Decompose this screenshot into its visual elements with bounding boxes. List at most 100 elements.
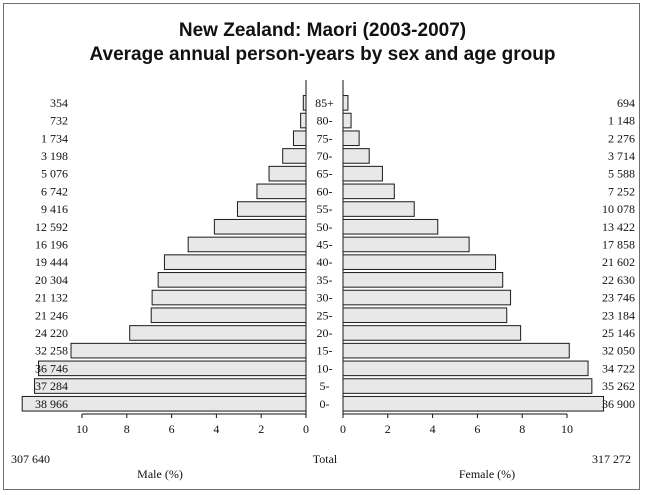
male-count-label: 21 132 — [35, 291, 68, 305]
age-group-label: 65- — [317, 167, 333, 181]
male-count-label: 6 742 — [41, 184, 68, 198]
female-bar — [342, 325, 522, 341]
female-x-tick-label: 10 — [561, 422, 573, 436]
female-bar — [342, 165, 383, 182]
female-bar — [342, 183, 395, 200]
male-axis-label: Male (%) — [137, 467, 183, 481]
male-count-label: 37 284 — [35, 379, 68, 393]
male-x-tick-label: 2 — [258, 422, 264, 436]
age-group-label: 0- — [320, 397, 330, 411]
female-count-label: 32 050 — [602, 344, 635, 358]
female-count-label: 22 630 — [602, 273, 635, 287]
female-count-label: 13 422 — [602, 220, 635, 234]
male-bar — [282, 148, 307, 164]
female-bars — [342, 95, 605, 412]
x-ticks: 10 10 8 8 6 6 4 4 2 2 0 0 — [76, 414, 573, 436]
chart-title: New Zealand: Maori (2003-2007) — [178, 20, 467, 41]
male-count-label: 12 592 — [35, 220, 68, 234]
age-group-label: 45- — [317, 237, 333, 251]
chart-subtitle: Average annual person-years by sex and a… — [89, 44, 556, 65]
age-group-label: 40- — [317, 255, 333, 269]
female-bar — [342, 289, 512, 306]
age-group-label: 60- — [317, 184, 333, 198]
female-count-label: 21 602 — [602, 255, 635, 269]
age-group-label: 55- — [317, 202, 333, 216]
male-bar — [256, 183, 307, 200]
male-count-label: 732 — [50, 114, 68, 128]
age-group-label: 5- — [320, 379, 330, 393]
male-count-label: 16 196 — [35, 237, 68, 251]
male-bar — [34, 378, 307, 394]
age-group-label: 10- — [317, 361, 333, 375]
male-count-label: 21 246 — [35, 308, 68, 322]
female-axis-label: Female (%) — [459, 467, 515, 481]
male-total: 307 640 — [11, 452, 50, 466]
male-count-label: 36 746 — [35, 361, 68, 375]
female-bar — [342, 254, 497, 270]
female-count-label: 25 146 — [602, 326, 635, 340]
male-count-label: 5 076 — [41, 167, 68, 181]
female-bar — [342, 395, 605, 412]
female-count-label: 34 722 — [602, 361, 635, 375]
female-bar — [342, 95, 349, 111]
count-labels: 354 694 732 1 148 1 734 2 276 3 198 3 714 5 076 5… — [35, 96, 635, 411]
female-total: 317 272 — [592, 452, 631, 466]
female-count-label: 23 184 — [602, 308, 635, 322]
male-bar — [236, 201, 307, 217]
age-group-label: 30- — [317, 291, 333, 305]
male-x-tick-label: 8 — [124, 422, 130, 436]
age-group-label: 70- — [317, 149, 333, 163]
female-count-label: 23 746 — [602, 291, 635, 305]
male-x-tick-label: 4 — [213, 422, 219, 436]
female-count-label: 694 — [617, 96, 635, 110]
female-x-tick-label: 6 — [474, 422, 480, 436]
female-bar — [342, 112, 352, 129]
male-bar — [302, 95, 307, 111]
female-bar — [342, 201, 415, 217]
age-group-label: 80- — [317, 114, 333, 128]
female-bar — [342, 378, 593, 394]
female-x-tick-label: 0 — [340, 422, 346, 436]
female-count-label: 17 858 — [602, 237, 635, 251]
male-count-label: 19 444 — [35, 255, 68, 269]
female-bar — [342, 272, 504, 288]
female-bar — [342, 130, 360, 147]
male-count-label: 20 304 — [35, 273, 68, 287]
male-count-label: 38 966 — [35, 397, 68, 411]
male-count-label: 32 258 — [35, 344, 68, 358]
female-count-label: 7 252 — [608, 184, 635, 198]
male-bar — [268, 165, 307, 182]
male-bars — [21, 95, 307, 412]
female-bar — [342, 218, 439, 235]
age-group-label: 20- — [317, 326, 333, 340]
male-bar — [150, 307, 307, 324]
male-bar — [292, 130, 307, 147]
age-group-label: 50- — [317, 220, 333, 234]
age-group-labels: 85+ 80- 75- 70- 65- 60- 55- 50- 45- 40- 35- 30- 25- 2… — [315, 96, 334, 411]
age-group-label: 25- — [317, 308, 333, 322]
male-bar — [21, 395, 307, 412]
male-bar — [151, 289, 307, 306]
female-count-label: 3 714 — [608, 149, 635, 163]
male-bar — [163, 254, 307, 270]
female-count-label: 1 148 — [608, 114, 635, 128]
total-label: Total — [313, 452, 338, 466]
female-bar — [342, 148, 370, 164]
male-count-label: 1 734 — [41, 131, 68, 145]
age-group-label: 75- — [317, 131, 333, 145]
age-group-label: 15- — [317, 344, 333, 358]
female-count-label: 35 262 — [602, 379, 635, 393]
female-count-label: 36 900 — [602, 397, 635, 411]
female-bar — [342, 360, 589, 377]
male-count-label: 354 — [50, 96, 68, 110]
female-count-label: 2 276 — [608, 131, 635, 145]
female-bar — [342, 236, 470, 253]
male-bar — [157, 272, 307, 288]
male-x-tick-label: 0 — [303, 422, 309, 436]
male-count-label: 24 220 — [35, 326, 68, 340]
female-x-tick-label: 2 — [385, 422, 391, 436]
age-group-label: 85+ — [315, 96, 334, 110]
female-x-tick-label: 8 — [519, 422, 525, 436]
male-bar — [213, 218, 307, 235]
